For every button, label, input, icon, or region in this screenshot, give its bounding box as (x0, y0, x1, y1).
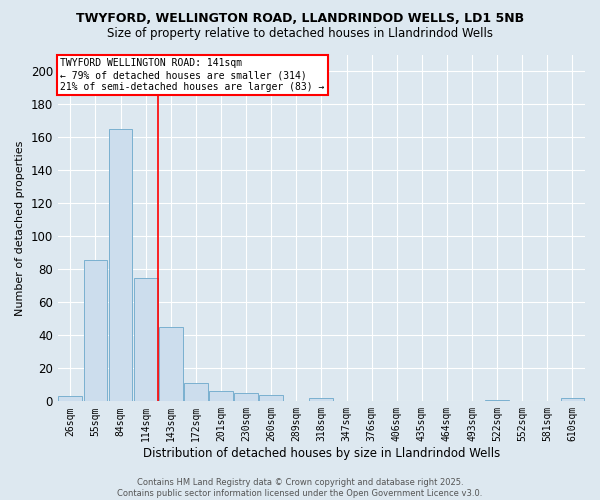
Bar (83, 260, 107, 402)
Bar (159, 327, 182, 402)
X-axis label: Distribution of detached houses by size in Llandrindod Wells: Distribution of detached houses by size … (143, 447, 500, 460)
Y-axis label: Number of detached properties: Number of detached properties (15, 140, 25, 316)
Bar (184, 383, 208, 402)
Bar (134, 278, 158, 402)
Bar (58, 396, 82, 402)
Bar (234, 393, 258, 402)
Text: TWYFORD WELLINGTON ROAD: 141sqm
← 79% of detached houses are smaller (314)
21% o: TWYFORD WELLINGTON ROAD: 141sqm ← 79% of… (61, 58, 325, 92)
Bar (560, 398, 584, 402)
Text: TWYFORD, WELLINGTON ROAD, LLANDRINDOD WELLS, LD1 5NB: TWYFORD, WELLINGTON ROAD, LLANDRINDOD WE… (76, 12, 524, 26)
Text: Size of property relative to detached houses in Llandrindod Wells: Size of property relative to detached ho… (107, 28, 493, 40)
Bar (310, 398, 334, 402)
Bar (485, 400, 509, 402)
Bar (259, 394, 283, 402)
Text: Contains HM Land Registry data © Crown copyright and database right 2025.
Contai: Contains HM Land Registry data © Crown c… (118, 478, 482, 498)
Bar (209, 392, 233, 402)
Bar (109, 129, 133, 402)
